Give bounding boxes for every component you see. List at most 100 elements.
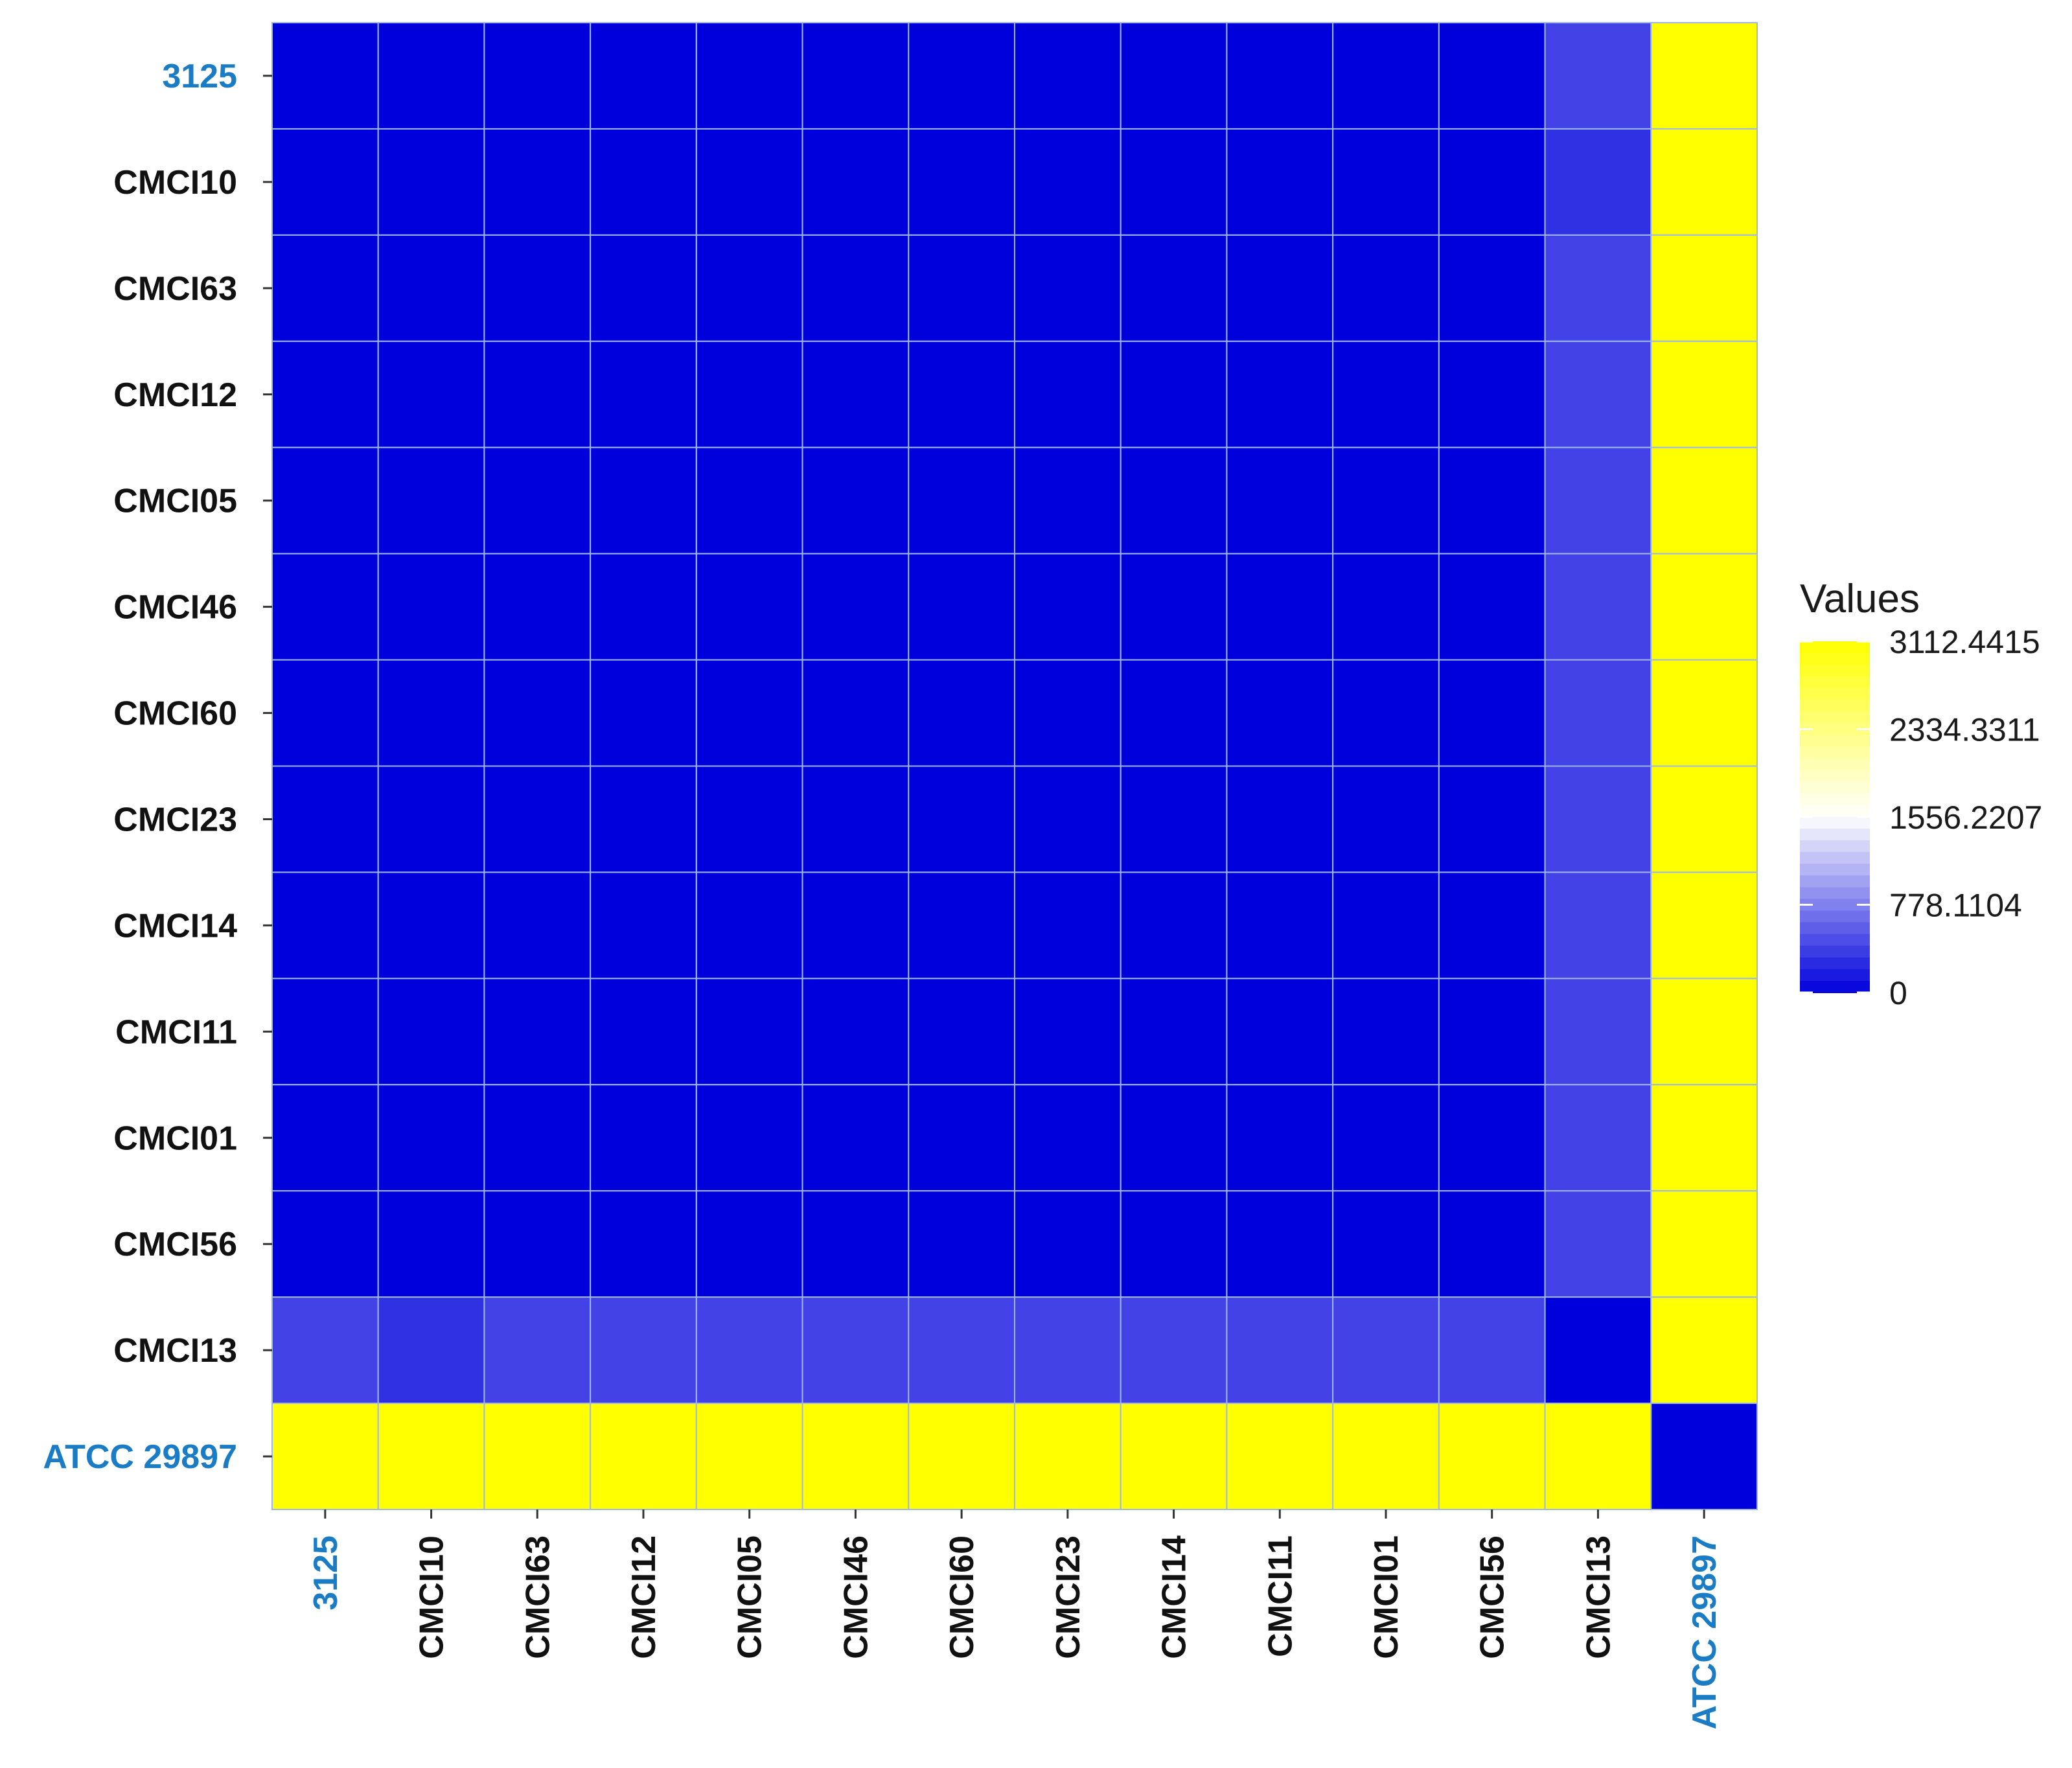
heatmap-cell xyxy=(590,978,697,1086)
heatmap-cell xyxy=(1544,1190,1652,1298)
row-label: 3125 xyxy=(162,58,237,95)
colorbar-segment xyxy=(1800,746,1870,759)
heatmap-cell xyxy=(1120,128,1228,236)
heatmap-cell xyxy=(908,446,1016,555)
heatmap-cell xyxy=(1226,1084,1334,1192)
heatmap-cell xyxy=(908,765,1016,873)
heatmap-cell xyxy=(1120,446,1228,555)
heatmap-cell xyxy=(483,1084,592,1192)
heatmap-cell xyxy=(483,340,592,448)
heatmap-cell xyxy=(908,234,1016,342)
heatmap-cell xyxy=(1544,446,1652,555)
legend-ticks: 3112.4415 2334.3311 1556.2207 778.1104 0 xyxy=(1800,624,2042,1011)
heatmap-cell xyxy=(695,22,803,130)
colorbar-segment xyxy=(1800,922,1870,935)
heatmap-cell xyxy=(1332,1296,1440,1405)
heatmap-cell xyxy=(590,1403,697,1511)
heatmap-cell xyxy=(1226,978,1334,1086)
heatmap-cell xyxy=(1014,1403,1122,1511)
legend-colorbar xyxy=(1800,641,1870,993)
heatmap-cell xyxy=(908,659,1016,767)
heatmap-cell xyxy=(1226,1190,1334,1298)
colorbar-segment xyxy=(1800,770,1870,783)
heatmap-cell xyxy=(1544,659,1652,767)
heatmap-cell xyxy=(1014,446,1122,555)
heatmap-cell xyxy=(1650,659,1758,767)
row-label: CMCI01 xyxy=(113,1119,237,1157)
heatmap-cell xyxy=(1650,553,1758,661)
heatmap-cell xyxy=(590,871,697,980)
heatmap-cell xyxy=(271,1190,379,1298)
heatmap-cell xyxy=(1438,446,1546,555)
heatmap-cell xyxy=(1544,340,1652,448)
heatmap-cell xyxy=(1650,446,1758,555)
legend-tick-label: 3112.4415 xyxy=(1889,624,2040,660)
heatmap-cell xyxy=(1650,765,1758,873)
heatmap-cell xyxy=(1650,234,1758,342)
heatmap-cell xyxy=(1438,871,1546,980)
heatmap-cell xyxy=(801,234,910,342)
legend-tick-label: 1556.2207 xyxy=(1889,799,2042,836)
heatmap-cell xyxy=(1544,1084,1652,1192)
colorbar-segment xyxy=(1800,735,1870,748)
heatmap-cell xyxy=(908,978,1016,1086)
heatmap-cell xyxy=(1650,128,1758,236)
heatmap-cell xyxy=(1650,1084,1758,1192)
legend-title: Values xyxy=(1800,577,1920,621)
heatmap-cell xyxy=(1438,128,1546,236)
heatmap-cell xyxy=(801,659,910,767)
row-label: CMCI05 xyxy=(113,483,237,520)
column-label: CMCI63 xyxy=(519,1535,557,1659)
heatmap-cell xyxy=(1544,1296,1652,1405)
colorbar-segment xyxy=(1800,665,1870,678)
heatmap-cell xyxy=(801,128,910,236)
heatmap-cell xyxy=(590,553,697,661)
heatmap-cell xyxy=(1650,1403,1758,1511)
heatmap-cell xyxy=(801,1084,910,1192)
heatmap-cell xyxy=(801,22,910,130)
heatmap-cell xyxy=(377,234,485,342)
heatmap-cell xyxy=(483,871,592,980)
heatmap-cell xyxy=(1120,1084,1228,1192)
heatmap-cell xyxy=(1332,234,1440,342)
heatmap-cell xyxy=(590,1296,697,1405)
row-label: CMCI14 xyxy=(113,907,237,945)
heatmap-cell xyxy=(1226,234,1334,342)
legend-tick-label: 778.1104 xyxy=(1889,888,2022,924)
colorbar-segment xyxy=(1800,641,1870,654)
row-label: CMCI10 xyxy=(113,164,237,201)
heatmap-cell xyxy=(1014,22,1122,130)
heatmap-cell xyxy=(483,234,592,342)
heatmap-cell xyxy=(801,978,910,1086)
colorbar-segment xyxy=(1800,793,1870,806)
heatmap-cell xyxy=(271,234,379,342)
row-labels: 3125 CMCI10 CMCI63 CMCI12 CMCI05 CMCI46 CMCI60… xyxy=(43,58,272,1476)
heatmap-cell xyxy=(1438,553,1546,661)
column-label: 3125 xyxy=(307,1535,345,1611)
heatmap-cell xyxy=(377,553,485,661)
heatmap-cell xyxy=(801,765,910,873)
heatmap-cell xyxy=(1014,978,1122,1086)
heatmap-cell xyxy=(377,1084,485,1192)
heatmap-cell xyxy=(1650,1190,1758,1298)
heatmap-cell xyxy=(695,1084,803,1192)
heatmap-cell xyxy=(590,1084,697,1192)
heatmap-cell xyxy=(1438,340,1546,448)
heatmap-cell xyxy=(908,1190,1016,1298)
heatmap-cell xyxy=(695,128,803,236)
heatmap-cell xyxy=(695,978,803,1086)
heatmap-cell xyxy=(1120,765,1228,873)
heatmap-cell xyxy=(590,234,697,342)
heatmap-cell xyxy=(908,340,1016,448)
heatmap-cell xyxy=(377,765,485,873)
heatmap-cell xyxy=(1332,340,1440,448)
heatmap-cell xyxy=(908,553,1016,661)
heatmap-cell xyxy=(271,22,379,130)
heatmap-cell xyxy=(1544,1403,1652,1511)
row-label: CMCI56 xyxy=(113,1226,237,1263)
heatmap-cell xyxy=(1226,446,1334,555)
heatmap-cell xyxy=(908,22,1016,130)
heatmap-cell xyxy=(271,659,379,767)
row-label: CMCI12 xyxy=(113,376,237,414)
column-label: CMCI23 xyxy=(1050,1535,1087,1659)
